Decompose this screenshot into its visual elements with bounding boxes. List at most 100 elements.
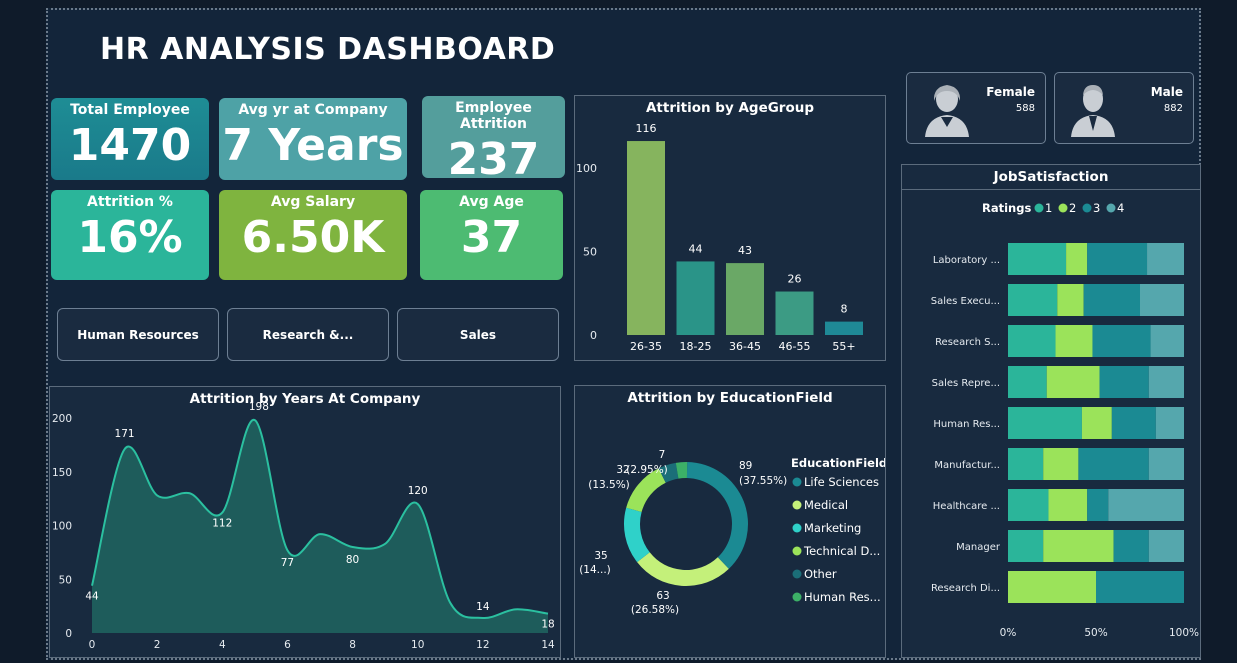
chart-title: Attrition by EducationField <box>627 390 833 406</box>
slice-label: 63 <box>656 590 669 602</box>
kpi-value: 1470 <box>68 120 192 171</box>
y-tick-label: 200 <box>52 413 72 425</box>
y-tick-label: 0 <box>590 329 597 342</box>
slice-label: (26.58%) <box>631 604 679 616</box>
kpi-value: 16% <box>77 212 183 263</box>
bar-segment <box>1008 284 1058 316</box>
x-tick-label: 0% <box>1000 627 1017 639</box>
x-tick-label: 46-55 <box>779 340 811 353</box>
kpi-label: Avg yr at Company <box>238 102 388 118</box>
legend-label: 3 <box>1093 201 1100 215</box>
data-label: 77 <box>281 557 294 569</box>
data-label: 80 <box>346 554 359 566</box>
legend-label: Human Res... <box>804 590 881 604</box>
x-tick-label: 10 <box>411 639 424 651</box>
bar-segment <box>1087 489 1109 521</box>
legend-swatch <box>792 523 802 533</box>
legend-swatch <box>792 569 802 579</box>
bar-55+ <box>825 321 863 335</box>
data-label: 8 <box>841 303 848 316</box>
kpi-label: Avg Salary <box>270 194 356 210</box>
slice-Medical <box>637 552 729 586</box>
x-tick-label: 2 <box>154 639 161 651</box>
bar-segment <box>1008 243 1067 275</box>
x-tick-label: 55+ <box>832 340 855 353</box>
slice-label: (14...) <box>579 564 611 576</box>
bar-segment <box>1099 366 1149 398</box>
age-group-chart: 0 50 100 116 26-35 44 18-25 43 36-45 26 46-55 8 55+ <box>576 122 863 353</box>
bar-segment <box>1081 407 1112 439</box>
x-tick-label: 8 <box>349 639 356 651</box>
kpi-attrition-pct[interactable]: Attrition % 16% <box>51 190 209 280</box>
x-tick-label: 18-25 <box>680 340 712 353</box>
series-line <box>91 419 549 619</box>
gender-label: Female <box>986 85 1035 99</box>
years-chart: 0 50 100 150 200 0 2 4 6 8 10 12 14 44 171 112 198 77 80 12… <box>52 401 555 651</box>
department-button-sales[interactable]: Sales <box>397 308 559 361</box>
kpi-total-employee[interactable]: Total Employee 1470 <box>51 98 209 180</box>
bar-segment <box>1008 366 1047 398</box>
x-tick-label: 4 <box>219 639 226 651</box>
chart-title: Attrition by Years At Company <box>189 391 421 407</box>
area-fill <box>92 419 548 633</box>
kpi-label: Total Employee <box>70 102 190 118</box>
slice-label: 35 <box>594 550 607 562</box>
gender-card-female[interactable]: Female 588 <box>906 72 1046 144</box>
y-tick-label: 0 <box>65 628 72 640</box>
data-label: 26 <box>788 273 802 286</box>
bar-segment <box>1150 325 1184 357</box>
data-label: 116 <box>636 122 657 135</box>
divider <box>902 189 1200 190</box>
bar-segment <box>1148 366 1184 398</box>
job-satisfaction-panel: JobSatisfaction Ratings 1 2 3 4 Laboratory ..… <box>901 164 1201 658</box>
data-label: 198 <box>249 401 269 413</box>
legend-label: Marketing <box>804 521 861 535</box>
slice-label: (37.55%) <box>739 475 787 487</box>
category-label: Sales Execu... <box>931 296 1000 307</box>
kpi-value: 237 <box>447 134 540 185</box>
legend-label: 2 <box>1069 201 1076 215</box>
legend-title: Ratings <box>982 201 1031 215</box>
bar-segment <box>1148 448 1184 480</box>
education-chart: 89 (37.55%) 63 (26.58%) 35 (14...) 32 (13.5%) (2… <box>579 449 885 616</box>
x-tick-label: 0 <box>89 639 96 651</box>
bar-segment <box>1043 448 1079 480</box>
bar-segment <box>1008 530 1044 562</box>
kpi-label: Attrition % <box>87 194 173 210</box>
y-tick-label: 50 <box>583 245 597 258</box>
bar-26-35 <box>627 141 665 335</box>
legend-label: 1 <box>1045 201 1052 215</box>
legend-swatch <box>1034 203 1044 213</box>
bar-segment <box>1066 243 1088 275</box>
x-tick-label: 12 <box>476 639 489 651</box>
kpi-value: 7 Years <box>222 120 404 171</box>
gender-card-male[interactable]: Male 882 <box>1054 72 1194 144</box>
bar-segment <box>1008 571 1096 603</box>
bar-segment <box>1111 407 1156 439</box>
legend-label: Technical D... <box>803 544 880 558</box>
bar-segment <box>1083 284 1140 316</box>
department-button-human-resources[interactable]: Human Resources <box>57 308 219 361</box>
bar-segment <box>1008 325 1056 357</box>
age-group-panel: Attrition by AgeGroup 0 50 100 116 26-35 44 18… <box>574 95 886 361</box>
legend-swatch <box>792 477 802 487</box>
department-button-research[interactable]: Research &... <box>227 308 389 361</box>
category-label: Sales Repre... <box>932 378 1000 389</box>
legend-swatch <box>1106 203 1116 213</box>
kpi-avg-years[interactable]: Avg yr at Company 7 Years <box>219 98 407 180</box>
bar-segment <box>1087 243 1148 275</box>
x-tick-label: 36-45 <box>729 340 761 353</box>
data-label: 43 <box>738 244 752 257</box>
data-label: 112 <box>212 518 232 530</box>
bar-segment <box>1113 530 1149 562</box>
female-avatar-icon <box>925 85 969 137</box>
slice-Marketing <box>624 507 650 563</box>
gender-count: 882 <box>1163 103 1183 114</box>
kpi-avg-salary[interactable]: Avg Salary 6.50K <box>219 190 407 280</box>
slice-label: 32 <box>616 464 629 476</box>
legend-label: 4 <box>1117 201 1124 215</box>
kpi-avg-age[interactable]: Avg Age 37 <box>420 190 563 280</box>
y-tick-label: 100 <box>52 521 72 533</box>
legend-swatch <box>792 592 802 602</box>
kpi-employee-attrition[interactable]: Employee Attrition 237 <box>422 96 565 184</box>
